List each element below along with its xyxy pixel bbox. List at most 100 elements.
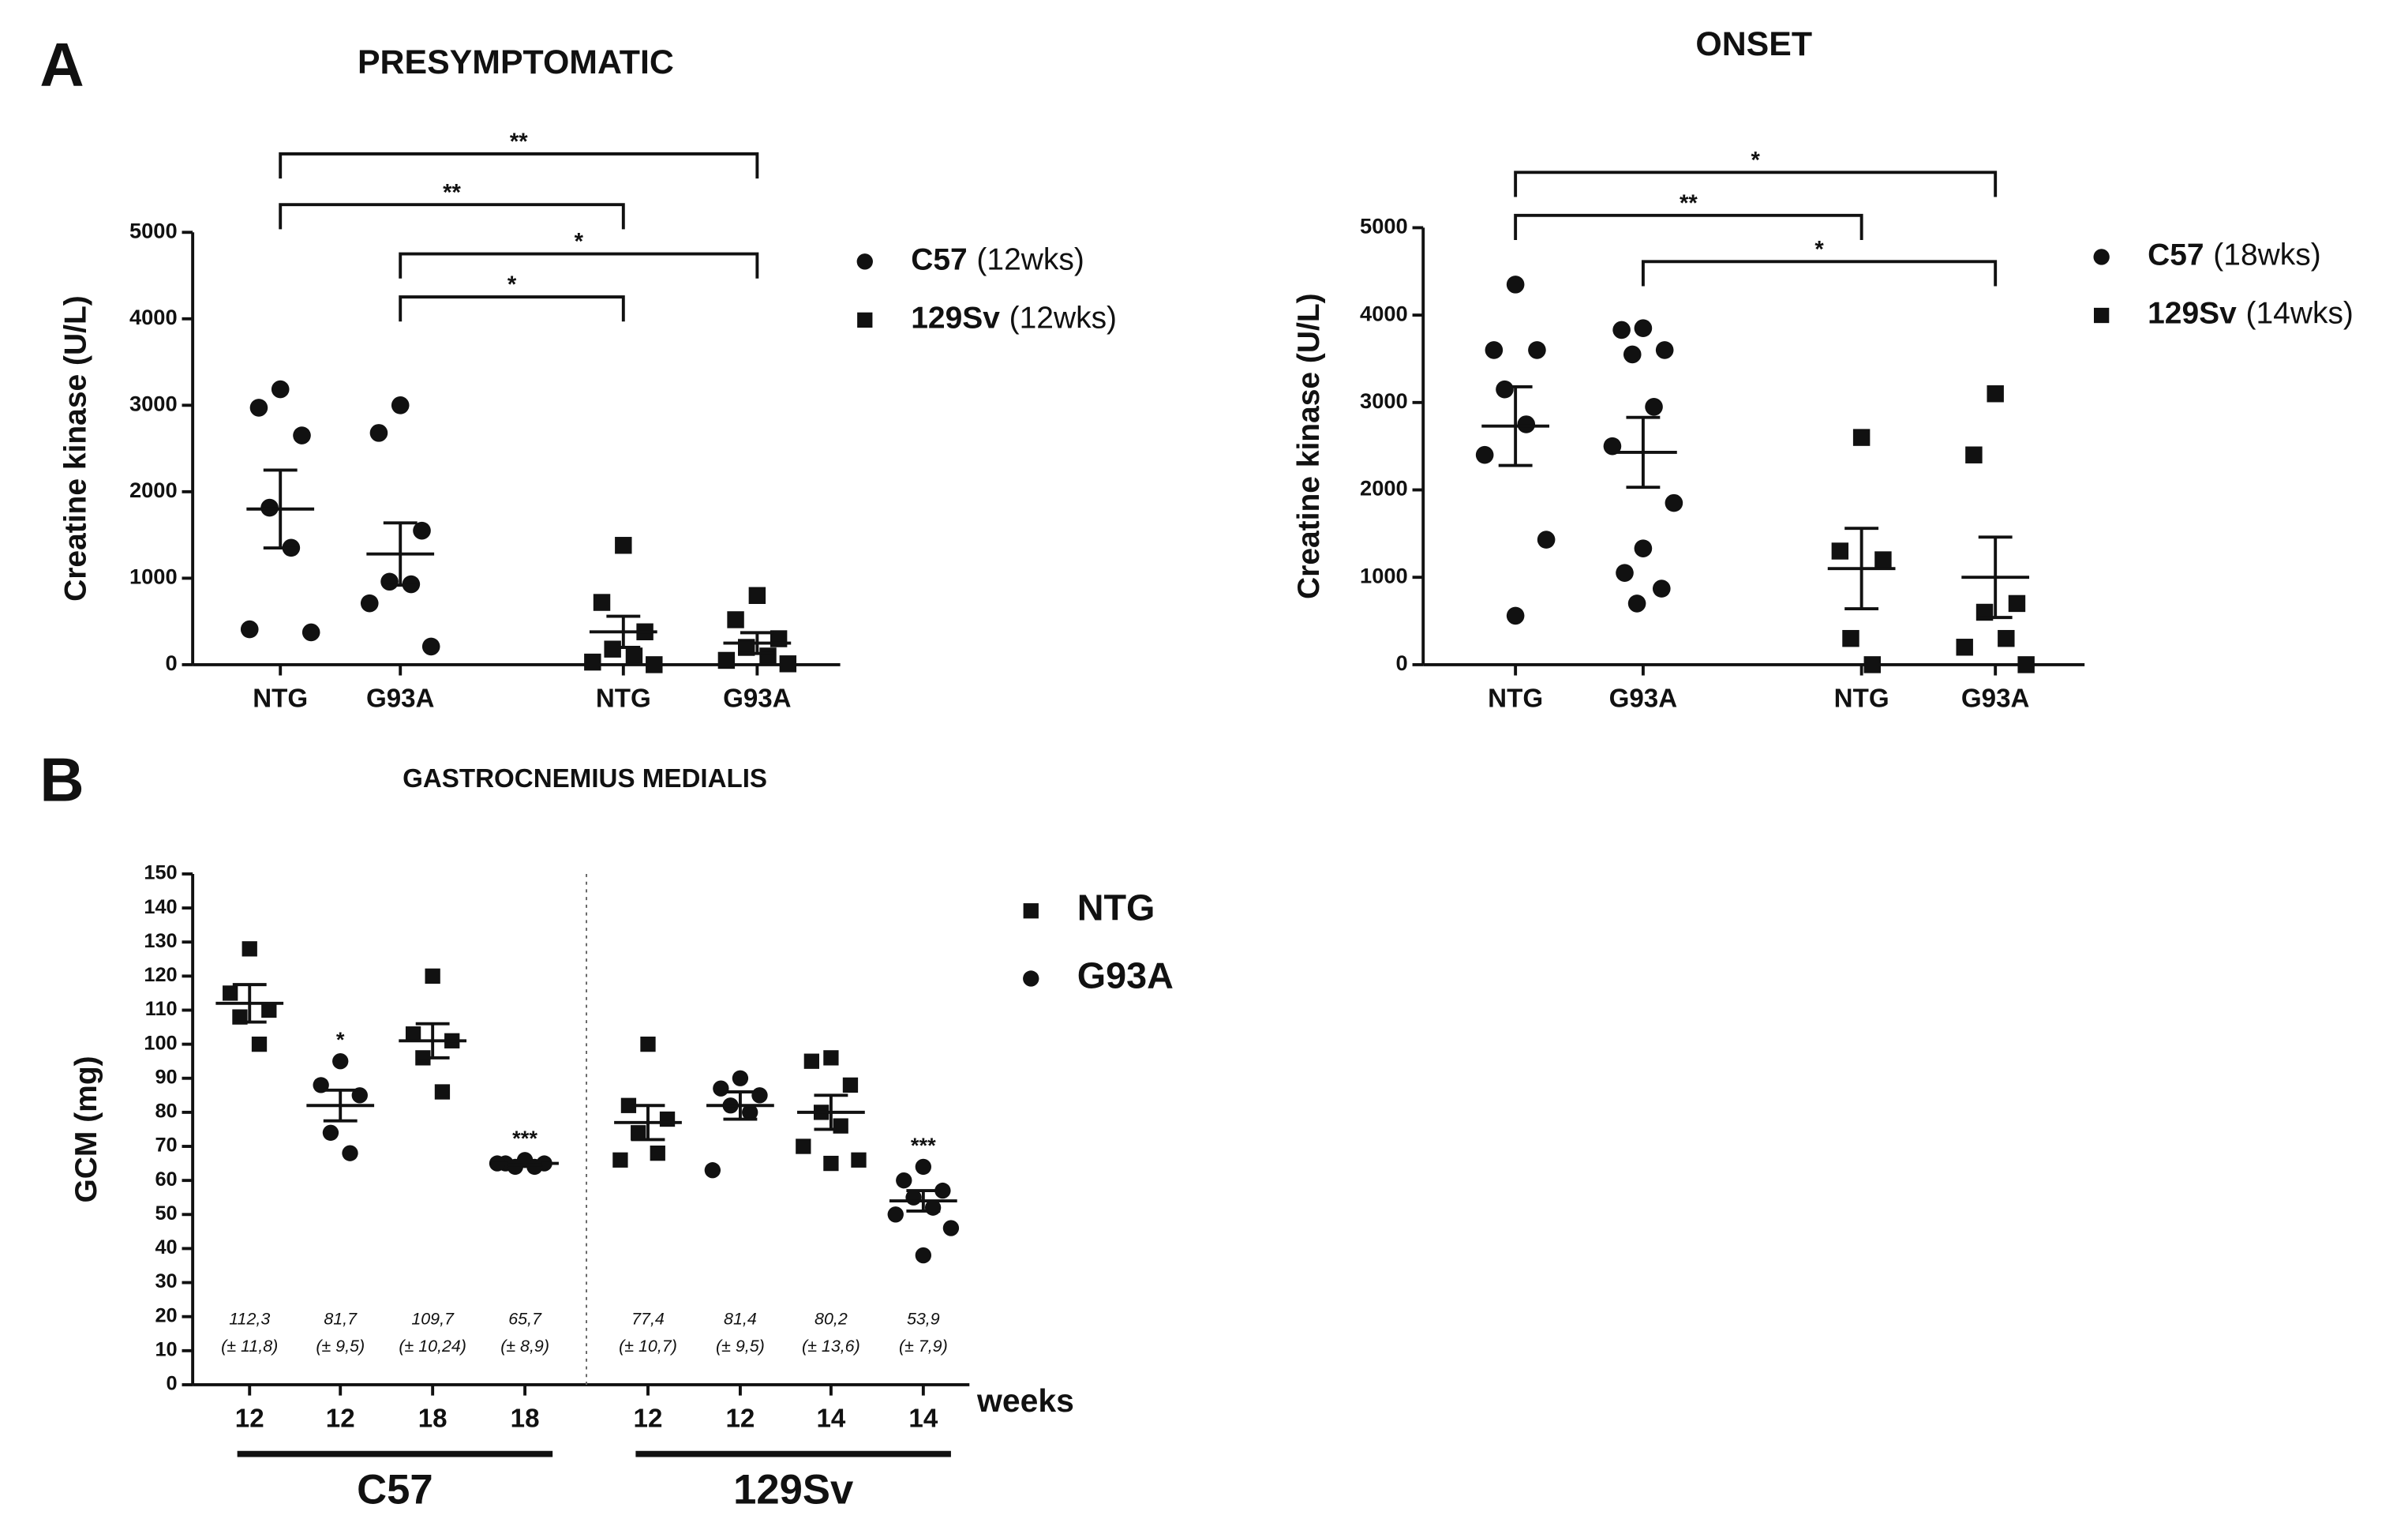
y-tick-label: 80 [155, 1101, 177, 1123]
y-tick-label: 110 [145, 998, 178, 1020]
data-point [640, 1036, 656, 1052]
data-point [1616, 564, 1634, 582]
y-tick-label: 4000 [1360, 301, 1408, 325]
legend-note: (12wks) [1009, 302, 1117, 336]
sem-bar [415, 1022, 450, 1060]
legend-name: 129Sv [911, 302, 1000, 336]
data-point [413, 521, 431, 540]
sem-bar [631, 1104, 665, 1142]
significance-star: * [336, 1027, 345, 1052]
legend-note: (12wks) [976, 243, 1084, 277]
y-tick-label: 30 [155, 1270, 177, 1292]
x-tick-label: NTG [253, 684, 308, 713]
data-point [833, 1118, 848, 1134]
significance-bracket [399, 252, 759, 279]
group-mean-note: 81,7 [324, 1310, 358, 1329]
data-point [732, 1070, 749, 1086]
sem-bar [1626, 415, 1661, 489]
data-point [1998, 629, 2015, 647]
legend-marker [1023, 903, 1039, 919]
data-point [584, 653, 601, 671]
x-tick-label: 18 [418, 1405, 448, 1434]
data-point [1475, 445, 1494, 464]
y-tick-label: 100 [144, 1032, 177, 1054]
y-tick-label: 5000 [129, 218, 178, 242]
data-point [615, 537, 632, 554]
y-tick-label: 60 [155, 1168, 177, 1191]
group-mean-note: 53,9 [907, 1310, 940, 1329]
data-point [727, 611, 744, 628]
legend-label: NTG [1077, 887, 1155, 928]
legend-label: 129Sv (14wks) [2148, 297, 2354, 331]
x-tick-label: G93A [1609, 684, 1678, 713]
data-point [271, 380, 290, 399]
data-point [1496, 380, 1514, 399]
data-point [803, 1053, 819, 1069]
panel-label: B [39, 745, 84, 815]
data-point [425, 968, 440, 984]
chart-title: PRESYMPTOMATIC [358, 43, 674, 81]
sem-bar [906, 1189, 941, 1213]
legend-marker [1023, 970, 1039, 987]
x-tick-label: G93A [1961, 684, 2030, 713]
data-point [421, 637, 440, 656]
data-point [717, 651, 736, 669]
significance-label: * [507, 272, 517, 298]
legend-name: G93A [1077, 955, 1174, 996]
sem-bar [1844, 527, 1879, 611]
x-axis-label: weeks [976, 1382, 1074, 1419]
y-tick-label: 40 [155, 1236, 177, 1258]
data-point [796, 1138, 811, 1154]
y-tick-label: 5000 [1360, 214, 1408, 238]
legend-label: C57 (18wks) [2148, 238, 2321, 272]
strain-label: 129Sv [733, 1466, 854, 1513]
data-point [1665, 493, 1683, 512]
legend-name: C57 [2148, 238, 2204, 272]
y-tick-label: 0 [165, 651, 177, 675]
sem-bar [740, 631, 774, 655]
x-tick-label: NTG [1834, 684, 1889, 713]
significance-label: * [1814, 237, 1824, 262]
sem-bar [1498, 384, 1533, 467]
significance-bracket [279, 203, 625, 230]
sem-bar [606, 614, 641, 649]
data-point [779, 655, 797, 673]
significance-bracket [1514, 213, 1863, 241]
data-point [1506, 276, 1525, 294]
data-point [405, 1026, 421, 1042]
data-point [251, 1036, 268, 1052]
data-point [1634, 539, 1653, 557]
legend-marker [857, 312, 873, 328]
group-sd-note: (± 9,5) [316, 1337, 365, 1356]
data-point [942, 1220, 960, 1236]
y-tick-label: 10 [155, 1339, 177, 1361]
x-tick-label: 14 [816, 1405, 845, 1434]
legend-name: 129Sv [2148, 297, 2237, 331]
data-point [369, 424, 388, 442]
data-point [742, 1104, 758, 1121]
significance-label: ** [443, 180, 461, 205]
data-point [1603, 437, 1622, 456]
data-point [915, 1158, 932, 1176]
data-point [593, 594, 611, 611]
data-point [1528, 341, 1546, 359]
group-mean-note: 80,2 [815, 1310, 848, 1329]
sem-bar [323, 1088, 358, 1123]
y-tick-label: 0 [1396, 651, 1408, 675]
data-point [360, 594, 379, 613]
sem-bar [507, 1160, 542, 1167]
y-tick-label: 130 [144, 930, 177, 952]
data-point [249, 399, 268, 417]
legend-name: C57 [911, 243, 968, 277]
y-tick-label: 0 [167, 1373, 178, 1395]
significance-label: * [575, 230, 584, 255]
y-axis-label: Creatine kinase (U/L) [58, 295, 92, 602]
data-point [887, 1206, 904, 1223]
group-mean-note: 109,7 [411, 1310, 455, 1329]
data-point [1517, 415, 1536, 433]
data-point [1987, 385, 2004, 403]
y-tick-label: 20 [155, 1304, 177, 1326]
data-point [342, 1145, 358, 1161]
significance-label: ** [510, 129, 528, 155]
data-point [759, 647, 777, 665]
